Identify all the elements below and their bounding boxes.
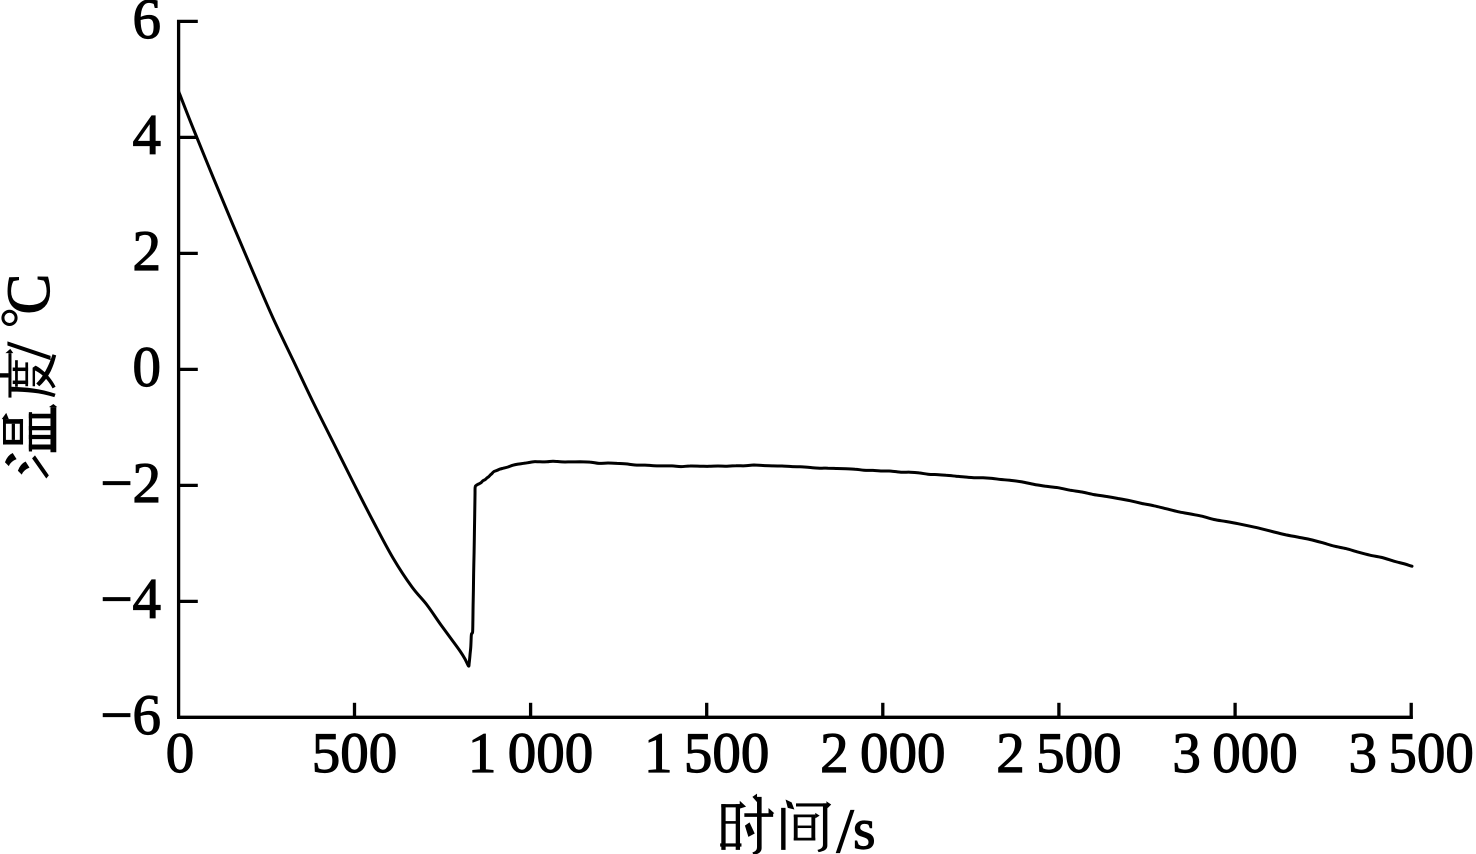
- svg-text:3 000: 3 000: [1172, 722, 1297, 785]
- svg-text:0: 0: [166, 722, 195, 785]
- svg-text:1 500: 1 500: [644, 722, 769, 785]
- svg-text:1 000: 1 000: [468, 722, 593, 785]
- svg-text:s: s: [853, 796, 876, 854]
- svg-text:3 500: 3 500: [1348, 722, 1473, 785]
- svg-text:6: 6: [133, 0, 162, 51]
- svg-text:2 000: 2 000: [820, 722, 945, 785]
- svg-text:4: 4: [133, 104, 162, 167]
- svg-text:−4: −4: [100, 568, 161, 631]
- svg-text:/: /: [0, 341, 64, 359]
- svg-text:C: C: [0, 274, 63, 315]
- svg-text:−2: −2: [100, 452, 161, 515]
- svg-text:500: 500: [312, 722, 398, 785]
- svg-text:−6: −6: [100, 684, 161, 747]
- svg-text:2 500: 2 500: [996, 722, 1121, 785]
- svg-text:0: 0: [133, 336, 162, 399]
- svg-text:/: /: [837, 798, 855, 854]
- svg-text:2: 2: [133, 220, 162, 283]
